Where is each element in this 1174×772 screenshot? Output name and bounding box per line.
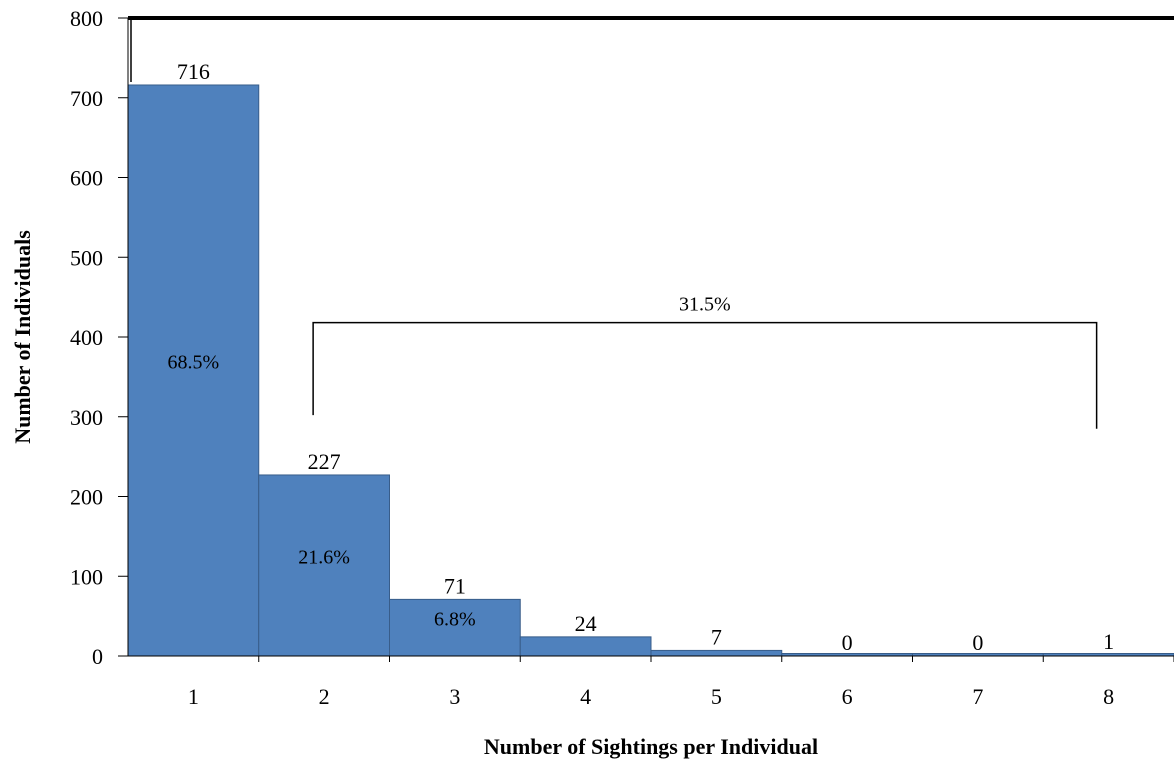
x-tick-label: 7 [972, 684, 983, 709]
y-tick-label: 500 [70, 245, 103, 270]
y-tick-label: 600 [70, 166, 103, 191]
x-tick-label: 3 [449, 684, 460, 709]
bracket-percent-label: 31.5% [679, 294, 731, 316]
bar-value-label: 1 [1103, 629, 1114, 654]
x-tick-label: 2 [319, 684, 330, 709]
bar-value-label: 227 [308, 449, 341, 474]
y-tick-label: 800 [70, 6, 103, 31]
bar-percent-label: 21.6% [298, 546, 350, 568]
x-axis: 1 2 3 4 5 6 7 8 [118, 655, 1174, 709]
bar-value-label: 0 [972, 630, 983, 655]
x-tick-label: 1 [188, 684, 199, 709]
bar-value-label: 716 [177, 59, 210, 84]
bar-value-label: 24 [575, 611, 597, 636]
bar-5 [650, 649, 783, 657]
x-axis-title: Number of Sightings per Individual [484, 734, 818, 759]
y-tick-label: 400 [70, 325, 103, 350]
bars-group: 716 68.5% 227 21.6% 71 6.8% 24 7 0 0 1 [127, 59, 1174, 657]
bar-percent-label: 6.8% [434, 609, 476, 631]
bracket-line [312, 321, 1098, 429]
y-axis-title: Number of Individuals [10, 230, 35, 444]
y-tick-label: 100 [70, 564, 103, 589]
x-tick-label: 5 [711, 684, 722, 709]
bar-value-label: 0 [842, 630, 853, 655]
x-tick-label: 4 [580, 684, 591, 709]
plot-frame [128, 16, 1174, 82]
y-tick-label: 0 [92, 644, 103, 669]
y-tick-label: 700 [70, 86, 103, 111]
y-tick-label: 200 [70, 485, 103, 510]
bar-value-label: 71 [444, 573, 466, 598]
bar-2 [258, 474, 390, 657]
x-tick-label: 8 [1103, 684, 1114, 709]
y-axis: 0 100 200 300 400 500 600 700 800 [70, 6, 129, 669]
bar-3 [389, 598, 521, 657]
bar-value-label: 7 [711, 624, 722, 649]
bar-4 [519, 636, 652, 657]
y-tick-label: 300 [70, 405, 103, 430]
bar-percent-label: 68.5% [168, 351, 220, 373]
percentage-bracket: 31.5% [312, 294, 1098, 429]
x-tick-label: 6 [842, 684, 853, 709]
